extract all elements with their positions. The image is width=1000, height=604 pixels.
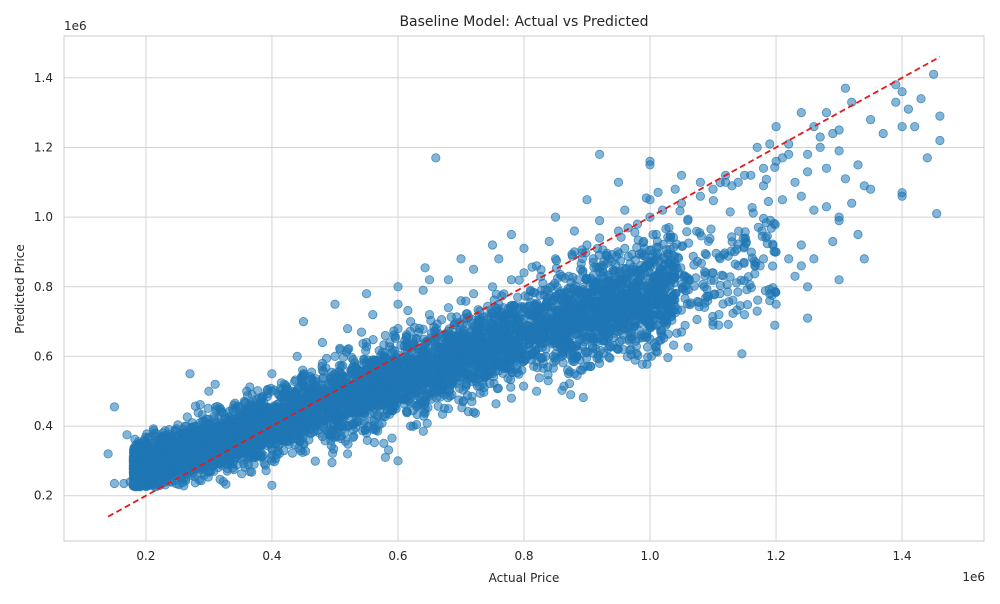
scatter-point [388, 434, 396, 442]
scatter-point [588, 342, 596, 350]
scatter-point [161, 427, 169, 435]
scatter-point [459, 397, 467, 405]
scatter-point [546, 283, 554, 291]
scatter-point [341, 429, 349, 437]
scatter-point [328, 449, 336, 457]
scatter-point [360, 356, 368, 364]
scatter-point [407, 354, 415, 362]
scatter-point [409, 406, 417, 414]
scatter-point [619, 264, 627, 272]
scatter-point [472, 331, 480, 339]
scatter-point [515, 276, 523, 284]
scatter-point [533, 363, 541, 371]
scatter-point [318, 432, 326, 440]
scatter-point [319, 367, 327, 375]
scatter-point [404, 306, 412, 314]
scatter-point [468, 398, 476, 406]
scatter-point [434, 402, 442, 410]
scatter-point [311, 457, 319, 465]
scatter-point [327, 442, 335, 450]
scatter-point [235, 403, 243, 411]
scatter-point [154, 474, 162, 482]
scatter-point [519, 382, 527, 390]
scatter-point [357, 328, 365, 336]
scatter-point [507, 383, 515, 391]
scatter-point [493, 384, 501, 392]
scatter-point [145, 433, 153, 441]
scatter-point [174, 421, 182, 429]
scatter-point [492, 360, 500, 368]
scatter-point [421, 264, 429, 272]
scatter-point [260, 459, 268, 467]
scatter-point [611, 260, 619, 268]
scatter-point [349, 433, 357, 441]
scatter-point [453, 343, 461, 351]
scatter-point [428, 349, 436, 357]
scatter-point [670, 341, 678, 349]
scatter-point [349, 420, 357, 428]
scatter-point [544, 294, 552, 302]
scatter-point [196, 400, 204, 408]
scatter-point [448, 379, 456, 387]
scatter-point [492, 400, 500, 408]
scatter-point [480, 374, 488, 382]
scatter-point [194, 409, 202, 417]
scatter-point [374, 411, 382, 419]
scatter-point [579, 393, 587, 401]
scatter-point [455, 330, 463, 338]
scatter-point [539, 354, 547, 362]
scatter-point [643, 360, 651, 368]
scatter-point [567, 391, 575, 399]
scatter-point [214, 463, 222, 471]
scatter-point [488, 320, 496, 328]
scatter-point [459, 386, 467, 394]
scatter-point [390, 371, 398, 379]
scatter-point [559, 359, 567, 367]
scatter-point [362, 347, 370, 355]
scatter-point [500, 290, 508, 298]
scatter-point [292, 420, 300, 428]
scatter-point [391, 334, 399, 342]
scatter-point [370, 438, 378, 446]
scatter-point [549, 364, 557, 372]
scatter-point [246, 467, 254, 475]
scatter-point [596, 346, 604, 354]
scatter-point [528, 350, 536, 358]
scatter-point [328, 458, 336, 466]
scatter-point [421, 409, 429, 417]
scatter-point [515, 314, 523, 322]
scatter-point [268, 481, 276, 489]
scatter-point [423, 419, 431, 427]
scatter-point [288, 431, 296, 439]
scatter-point [535, 374, 543, 382]
scatter-point [540, 303, 548, 311]
